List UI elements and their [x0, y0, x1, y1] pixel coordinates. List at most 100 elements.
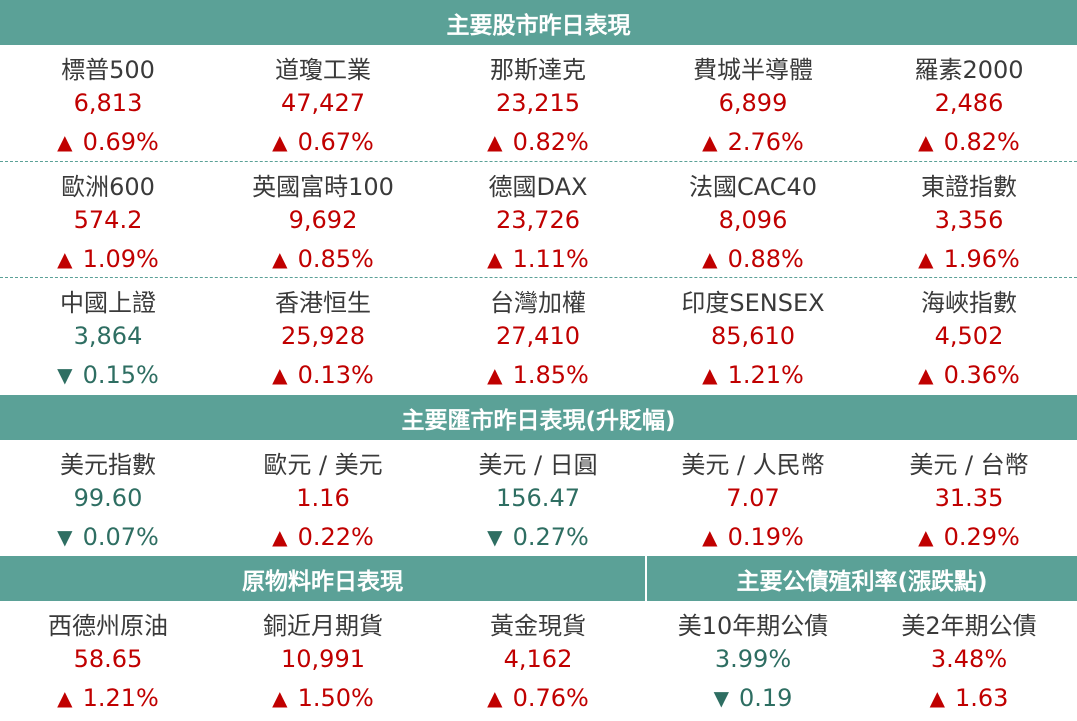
quote-change-value: 1.09% [82, 245, 159, 273]
quote-name: 銅近月期貨 [263, 612, 383, 640]
quote-value: 6,899 [718, 89, 788, 117]
quote-value: 8,096 [718, 206, 788, 234]
quote-cell: 費城半導體 6,899 ▲ 2.76% [645, 50, 861, 165]
triangle-up-icon: ▲ [702, 130, 718, 154]
commodities-title: 原物料昨日表現 [242, 568, 403, 595]
quote-name: 法國CAC40 [688, 173, 818, 201]
quote-value: 7.07 [726, 484, 780, 512]
quote-change: ▲ 0.36% [861, 361, 1077, 389]
quote-change-value: 1.63 [954, 684, 1009, 712]
quote-name: 美2年期公債 [901, 612, 1037, 640]
quote-name: 歐元 / 美元 [263, 451, 383, 479]
quote-change: ▲ 0.82% [430, 128, 646, 156]
quote-value: 99.60 [73, 484, 143, 512]
quote-value: 574.2 [73, 206, 143, 234]
quote-change: ▼ 0.15% [0, 361, 216, 389]
triangle-up-icon: ▲ [57, 130, 73, 154]
stocks-header: 主要股市昨日表現 [0, 0, 1077, 45]
quote-cell: 歐洲600 574.2 ▲ 1.09% [0, 167, 216, 282]
quote-change-value: 1.50% [297, 684, 374, 712]
quote-change: ▲ 0.67% [215, 128, 431, 156]
quote-value: 47,427 [281, 89, 365, 117]
quote-cell: 英國富時100 9,692 ▲ 0.85% [215, 167, 431, 282]
triangle-up-icon: ▲ [702, 525, 718, 549]
quote-change: ▲ 1.11% [430, 245, 646, 273]
quote-change: ▲ 1.96% [861, 245, 1077, 273]
quote-change-value: 2.76% [727, 128, 804, 156]
quote-value: 58.65 [73, 645, 143, 673]
quote-change-value: 1.21% [82, 684, 159, 712]
quote-cell: 黃金現貨 4,162 ▲ 0.76% [430, 606, 646, 721]
quote-name: 羅素2000 [914, 56, 1024, 84]
quote-change-value: 0.82% [943, 128, 1020, 156]
triangle-up-icon: ▲ [57, 686, 73, 710]
quote-change: ▼ 0.07% [0, 523, 216, 551]
quote-change: ▲ 0.88% [645, 245, 861, 273]
quote-name: 黃金現貨 [490, 612, 586, 640]
quote-change: ▲ 0.29% [861, 523, 1077, 551]
quote-name: 美元 / 日圓 [478, 451, 598, 479]
quote-value: 9,692 [288, 206, 358, 234]
quote-change-value: 0.82% [512, 128, 589, 156]
quote-name: 印度SENSEX [681, 289, 825, 317]
quote-cell: 道瓊工業 47,427 ▲ 0.67% [215, 50, 431, 165]
triangle-up-icon: ▲ [272, 363, 288, 387]
quote-name: 美元指數 [60, 451, 156, 479]
quote-change: ▲ 1.09% [0, 245, 216, 273]
quote-cell: 標普500 6,813 ▲ 0.69% [0, 50, 216, 165]
quote-cell: 印度SENSEX 85,610 ▲ 1.21% [645, 283, 861, 398]
quote-name: 東證指數 [921, 173, 1017, 201]
quote-change-value: 1.85% [512, 361, 589, 389]
quote-change-value: 0.88% [727, 245, 804, 273]
quote-cell: 美2年期公債 3.48% ▲ 1.63 [861, 606, 1077, 721]
triangle-up-icon: ▲ [272, 525, 288, 549]
quote-change-value: 0.85% [297, 245, 374, 273]
quote-cell: 德國DAX 23,726 ▲ 1.11% [430, 167, 646, 282]
quote-cell: 香港恒生 25,928 ▲ 0.13% [215, 283, 431, 398]
quote-name: 美元 / 台幣 [909, 451, 1029, 479]
quote-value: 3,864 [73, 322, 143, 350]
quote-change-value: 0.22% [297, 523, 374, 551]
triangle-up-icon: ▲ [918, 130, 934, 154]
quote-name: 海峽指數 [921, 289, 1017, 317]
quote-change: ▲ 0.85% [215, 245, 431, 273]
quote-name: 英國富時100 [252, 173, 394, 201]
quote-name: 美10年期公債 [677, 612, 829, 640]
quote-change: ▲ 2.76% [645, 128, 861, 156]
quote-name: 道瓊工業 [275, 56, 371, 84]
triangle-up-icon: ▲ [487, 686, 503, 710]
quote-change: ▲ 0.76% [430, 684, 646, 712]
quote-cell: 美元 / 日圓 156.47 ▼ 0.27% [430, 445, 646, 560]
quote-value: 31.35 [934, 484, 1004, 512]
triangle-up-icon: ▲ [702, 363, 718, 387]
fx-header: 主要匯市昨日表現(升貶幅) [0, 395, 1077, 440]
quote-change-value: 0.36% [943, 361, 1020, 389]
commodities-header: 原物料昨日表現 [0, 556, 645, 601]
quote-name: 西德州原油 [48, 612, 168, 640]
triangle-down-icon: ▼ [487, 525, 503, 549]
quote-change-value: 1.11% [512, 245, 589, 273]
triangle-up-icon: ▲ [487, 130, 503, 154]
quote-value: 27,410 [496, 322, 580, 350]
quote-cell: 歐元 / 美元 1.16 ▲ 0.22% [215, 445, 431, 560]
quote-change: ▲ 1.50% [215, 684, 431, 712]
quote-change-value: 0.15% [82, 361, 159, 389]
quote-change: ▲ 0.13% [215, 361, 431, 389]
row-divider [0, 161, 1077, 162]
quote-name: 歐洲600 [61, 173, 155, 201]
quote-change: ▲ 0.82% [861, 128, 1077, 156]
triangle-up-icon: ▲ [272, 130, 288, 154]
triangle-up-icon: ▲ [918, 363, 934, 387]
quote-change: ▲ 0.19% [645, 523, 861, 551]
quote-value: 23,726 [496, 206, 580, 234]
quote-change-value: 0.07% [82, 523, 159, 551]
triangle-up-icon: ▲ [272, 247, 288, 271]
stocks-title: 主要股市昨日表現 [446, 12, 631, 39]
quote-value: 3,356 [934, 206, 1004, 234]
quote-change-value: 1.96% [943, 245, 1020, 273]
quote-name: 德國DAX [488, 173, 588, 201]
quote-cell: 美10年期公債 3.99% ▼ 0.19 [645, 606, 861, 721]
quote-change: ▼ 0.27% [430, 523, 646, 551]
quote-name: 台灣加權 [490, 289, 586, 317]
quote-value: 6,813 [73, 89, 143, 117]
